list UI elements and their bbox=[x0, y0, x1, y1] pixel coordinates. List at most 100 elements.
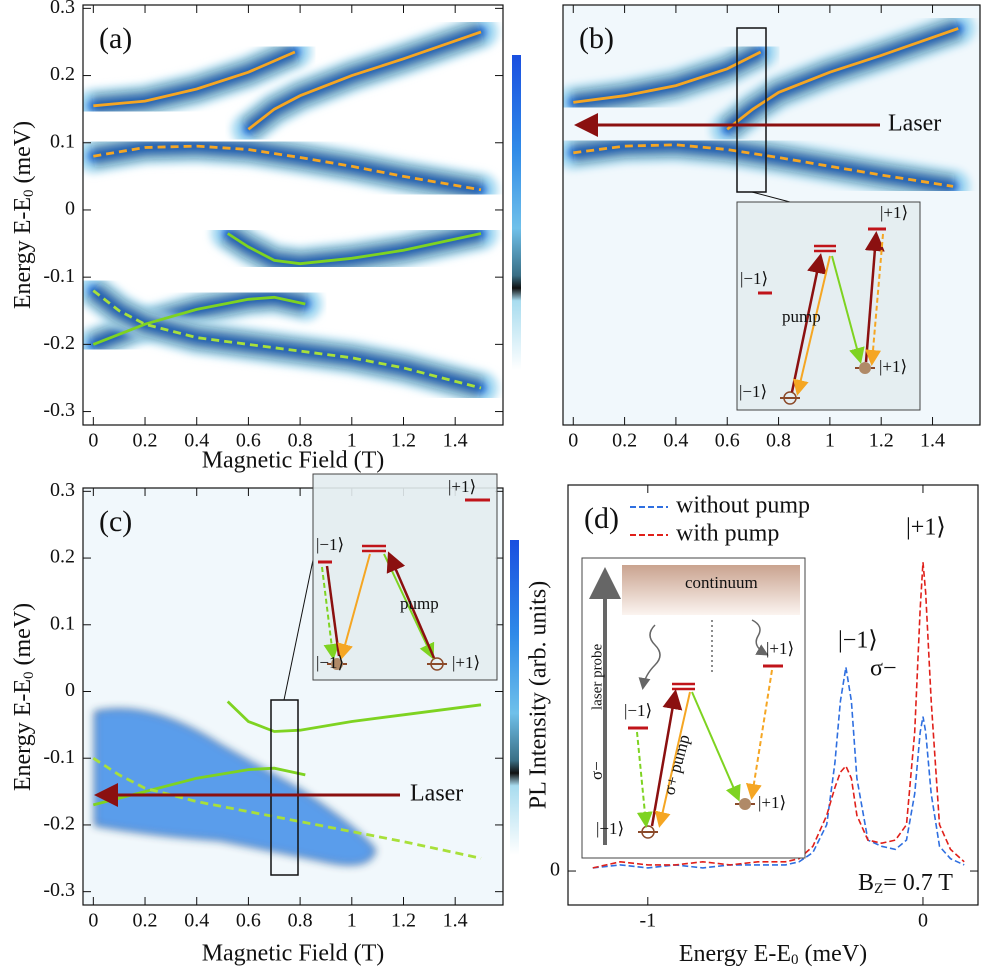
probe-label: laser probe bbox=[589, 643, 605, 710]
x-tick-label: 1 bbox=[347, 430, 357, 452]
state-label: |−1⟩ bbox=[740, 269, 768, 288]
zoom-box bbox=[736, 27, 767, 193]
x-tick-label: 0.4 bbox=[184, 910, 209, 932]
electron bbox=[331, 658, 343, 670]
colorbar bbox=[510, 540, 519, 855]
x-tick-label: 0 bbox=[88, 910, 98, 932]
series-line bbox=[226, 232, 482, 266]
y-tick-label: 0.3 bbox=[50, 0, 75, 18]
x-tick-label: 0 bbox=[88, 430, 98, 452]
series-line bbox=[726, 27, 959, 131]
zoom-line bbox=[283, 559, 314, 701]
series-line bbox=[92, 757, 482, 860]
hole bbox=[783, 391, 797, 405]
annotations: Laser |−1⟩ pump |−1⟩ |+1⟩ |+1⟩ Laser |+1… bbox=[94, 27, 953, 897]
field-label-sub: Z bbox=[874, 881, 883, 897]
arrow bbox=[337, 553, 371, 660]
y-tick-label: 0.2 bbox=[50, 63, 75, 85]
x-tick-label: 0 bbox=[918, 910, 928, 932]
field-label-main: B bbox=[858, 870, 874, 896]
state-label: |+1⟩ bbox=[448, 477, 476, 496]
panel-label: (b) bbox=[579, 22, 614, 55]
arrow bbox=[321, 566, 340, 660]
plot-frame bbox=[562, 4, 981, 426]
y-axis-label-main: Energy E-E bbox=[10, 679, 36, 791]
x-tick-label: 0.6 bbox=[236, 430, 261, 452]
continuum-label: continuum bbox=[685, 573, 758, 592]
arrow bbox=[745, 669, 773, 800]
y-axis-label-rest: (meV) bbox=[10, 121, 36, 190]
x-tick-label: 1.4 bbox=[920, 430, 945, 452]
panel-label: (a) bbox=[99, 22, 132, 55]
arrow bbox=[325, 565, 341, 657]
y-tick-label: 0.1 bbox=[50, 130, 75, 152]
peak-label: |−1⟩ bbox=[838, 628, 878, 654]
arrow bbox=[792, 255, 831, 396]
zoom-line bbox=[751, 191, 791, 203]
series-line bbox=[92, 295, 306, 346]
y-tick-label: -0.3 bbox=[43, 399, 75, 421]
y-axis-label-sub: 0 bbox=[21, 671, 37, 679]
polarization-label: σ− bbox=[870, 656, 896, 682]
y-axis-label-main: Energy E-E bbox=[10, 197, 36, 309]
arrow bbox=[864, 231, 885, 363]
x-tick-label: 0.6 bbox=[715, 430, 740, 452]
pump-label: pump bbox=[782, 307, 821, 326]
x-axis-label-sub: 0 bbox=[791, 952, 799, 968]
laser-label: Laser bbox=[888, 111, 941, 137]
state-label: |−1⟩ bbox=[316, 653, 344, 672]
x-tick-label: 0.4 bbox=[663, 430, 688, 452]
x-tick-label: 1.4 bbox=[443, 430, 468, 452]
panel: 0 0.2 0.4 0.6 0.8 1 1.2 1.4 -0.3 -0.2 -0.1 0 0.1 0.2 0… bbox=[43, 0, 504, 452]
x-tick-label: 0.2 bbox=[133, 910, 158, 932]
series-line bbox=[93, 144, 482, 192]
x-tick-label: 1.4 bbox=[443, 910, 468, 932]
y-axis-label-rest: (meV) bbox=[10, 603, 36, 672]
plot-area bbox=[92, 700, 482, 865]
arrow bbox=[790, 253, 827, 393]
y-tick-label: 0 bbox=[550, 859, 560, 881]
arrow bbox=[831, 255, 865, 364]
x-tick-label: 1.2 bbox=[869, 430, 894, 452]
x-tick-label: 0.8 bbox=[766, 430, 791, 452]
x-tick-label: -1 bbox=[639, 910, 656, 932]
x-axis-label: Energy E-E0 (meV) bbox=[679, 941, 867, 969]
relax-arrow bbox=[751, 619, 769, 656]
arrow bbox=[865, 233, 884, 366]
relax-arrow bbox=[638, 624, 661, 690]
series-line bbox=[93, 50, 296, 108]
y-tick-label: -0.1 bbox=[43, 265, 75, 287]
series-line bbox=[92, 289, 482, 390]
x-tick-label: 1.2 bbox=[391, 910, 416, 932]
inset bbox=[312, 473, 498, 681]
electron bbox=[739, 798, 751, 810]
series-line bbox=[247, 30, 482, 131]
laser-label: Laser bbox=[410, 781, 463, 807]
state-label: |−1⟩ bbox=[624, 701, 652, 720]
plot-frame bbox=[567, 484, 979, 906]
panel-label: (c) bbox=[99, 505, 132, 538]
x-tick-label: 0.2 bbox=[133, 430, 158, 452]
inset bbox=[736, 201, 921, 411]
plot-frame bbox=[82, 487, 504, 906]
panel-label: (d) bbox=[584, 502, 619, 535]
x-tick-label: 0.6 bbox=[236, 910, 261, 932]
y-tick-label: 0.2 bbox=[50, 546, 75, 568]
x-tick-label: 0.2 bbox=[612, 430, 637, 452]
x-tick-label: 1 bbox=[825, 430, 835, 452]
continuum-band bbox=[622, 565, 800, 615]
x-axis-label-rest: (meV) bbox=[799, 941, 868, 967]
legend-label: without pump bbox=[676, 493, 810, 519]
x-axis-label-main: Energy E-E bbox=[679, 941, 791, 967]
x-tick-label: 0 bbox=[568, 430, 578, 452]
x-tick-label: 1.2 bbox=[391, 430, 416, 452]
x-tick-label: 0.8 bbox=[288, 430, 313, 452]
probe-label: σ− bbox=[587, 761, 606, 780]
state-label: |+1⟩ bbox=[880, 203, 908, 222]
x-tick-label: 0.8 bbox=[288, 910, 313, 932]
state-label: |−1⟩ bbox=[316, 535, 344, 554]
electron bbox=[859, 362, 871, 374]
y-tick-label: -0.1 bbox=[43, 746, 75, 768]
